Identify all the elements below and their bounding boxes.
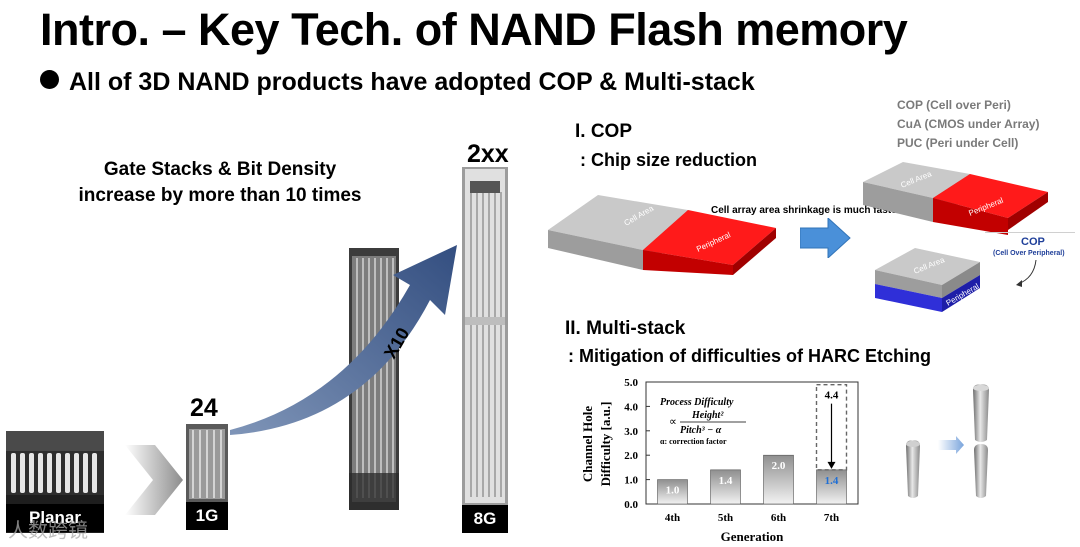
cop-sub-label: (Cell Over Peripheral) bbox=[993, 250, 1065, 257]
gate-text-line2: increase by more than 10 times bbox=[78, 185, 362, 206]
multistack-pillars-image bbox=[906, 384, 989, 498]
right-arrow-icon bbox=[800, 218, 851, 258]
acronym-cua: CuA (CMOS under Array) bbox=[897, 117, 1040, 131]
cell-over-peripheral-diagram: Cell Area Peripheral bbox=[875, 248, 981, 312]
chevron-arrow-icon bbox=[125, 445, 183, 515]
label-1g: 1G bbox=[186, 502, 228, 530]
y-axis-ticks: 0.0 1.0 2.0 3.0 4.0 5.0 bbox=[624, 377, 650, 511]
multistack-subheading: : Mitigation of difficulties of HARC Etc… bbox=[568, 346, 931, 366]
formula-numerator: Height² bbox=[691, 410, 724, 421]
cell-peripheral-diagram: Cell Area Peripheral bbox=[863, 162, 1048, 235]
bar-6th bbox=[763, 454, 794, 505]
bar-5th bbox=[710, 469, 741, 505]
planar-label: Planar bbox=[6, 504, 104, 532]
subtitle-text: All of 3D NAND products have adopted COP… bbox=[69, 68, 755, 96]
watermark: 人数跨镜 bbox=[8, 520, 88, 542]
x-tick-label: 7th bbox=[824, 512, 839, 524]
bar-7th bbox=[816, 469, 847, 505]
gate-stack-text: Gate Stacks & Bit Density increase by mo… bbox=[60, 157, 380, 209]
shrink-note: Cell array area shrinkage is much faster bbox=[711, 205, 901, 216]
x-axis-labels: 4th 5th 6th 7th bbox=[665, 512, 839, 524]
projected-bar: 4.4 bbox=[815, 383, 848, 471]
count-24: 24 bbox=[190, 394, 218, 422]
bar-4th bbox=[657, 479, 688, 505]
formula-note: α: correction factor bbox=[660, 437, 727, 446]
planar-layout-diagram: Cell Area Peripheral bbox=[548, 195, 776, 275]
bullet-icon bbox=[40, 70, 59, 89]
stack-24-image bbox=[186, 424, 228, 502]
formula-title: Process Difficulty bbox=[660, 397, 734, 408]
bar-value-label: 1.4 bbox=[825, 475, 839, 487]
formula-denominator: Pitch³ − α bbox=[680, 425, 722, 436]
y-axis-title-line2: Difficulty [a.u.] bbox=[598, 402, 613, 487]
gate-text-line1: Gate Stacks & Bit Density bbox=[103, 159, 337, 180]
y-tick-label: 2.0 bbox=[624, 450, 638, 462]
count-2xx: 2xx bbox=[467, 140, 509, 168]
down-arrow-icon bbox=[827, 461, 836, 469]
acronym-list: COP (Cell over Peri) CuA (CMOS under Arr… bbox=[897, 96, 1039, 153]
y-tick-label: 0.0 bbox=[624, 499, 638, 511]
cop-label: COP bbox=[1021, 236, 1045, 248]
y-tick-label: 3.0 bbox=[624, 426, 638, 438]
curve-arrow-icon bbox=[1016, 259, 1037, 287]
cop-subheading: : Chip size reduction bbox=[580, 150, 758, 170]
acronym-cop: COP (Cell over Peri) bbox=[897, 98, 1011, 112]
x-axis-title: Generation bbox=[721, 529, 785, 544]
projected-value-label: 4.4 bbox=[825, 390, 839, 402]
bar-value-label: 2.0 bbox=[772, 460, 786, 472]
y-tick-label: 4.0 bbox=[624, 401, 638, 413]
x-tick-label: 6th bbox=[771, 512, 786, 524]
formula-prop: ∝ bbox=[669, 416, 677, 428]
x-tick-label: 5th bbox=[718, 512, 733, 524]
acronym-puc: PUC (Peri under Cell) bbox=[897, 136, 1019, 150]
projected-bar-outline bbox=[815, 383, 848, 471]
stack-middle-image bbox=[349, 248, 399, 510]
bar-value-label: 1.0 bbox=[666, 485, 680, 497]
y-tick-label: 5.0 bbox=[624, 377, 638, 389]
slide-title: Intro. – Key Tech. of NAND Flash memory bbox=[40, 4, 908, 55]
growth-arrow-icon bbox=[230, 245, 457, 435]
x-tick-label: 4th bbox=[665, 512, 680, 524]
stack-2xx-image bbox=[462, 167, 508, 505]
slide-subtitle: All of 3D NAND products have adopted COP… bbox=[40, 68, 755, 97]
label-8g: 8G bbox=[462, 505, 508, 533]
difficulty-chart: 0.0 1.0 2.0 3.0 4.0 5.0 1.0 1.4 2.0 1.4 4th 5th 6t… bbox=[580, 377, 859, 544]
multistack-heading: II. Multi-stack bbox=[565, 318, 686, 339]
bar-value-label: 1.4 bbox=[719, 475, 733, 487]
y-axis-title-line1: Channel Hole bbox=[580, 406, 595, 482]
bar-group: 1.0 1.4 2.0 1.4 bbox=[657, 454, 847, 505]
cop-heading: I. COP bbox=[575, 121, 633, 142]
y-tick-label: 1.0 bbox=[624, 475, 638, 487]
